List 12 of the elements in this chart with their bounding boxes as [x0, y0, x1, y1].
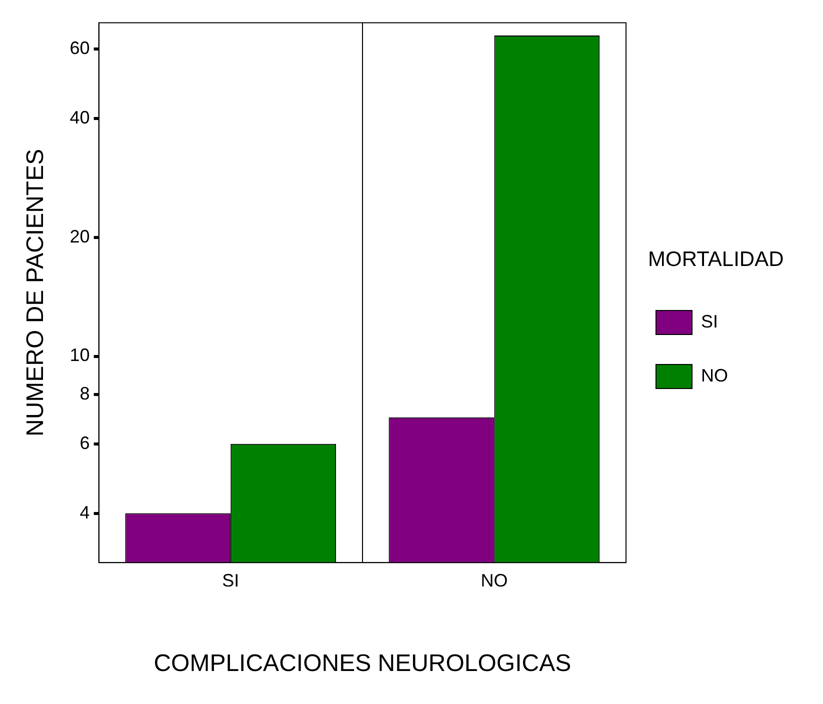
- legend-title: MORTALIDAD: [648, 248, 784, 271]
- y-axis-title: NUMERO DE PACIENTES: [22, 148, 50, 436]
- legend-label: NO: [701, 365, 728, 386]
- y-tick-label: 8: [80, 383, 90, 404]
- y-tick-label: 4: [80, 502, 90, 522]
- legend-label: SI: [701, 311, 718, 332]
- y-tick-label: 40: [70, 108, 90, 128]
- x-axis-title: COMPLICACIONES NEUROLOGICAS: [154, 650, 572, 678]
- y-tick-label: 10: [70, 345, 90, 366]
- y-tick-label: 60: [70, 38, 90, 58]
- y-tick-label: 20: [70, 226, 90, 246]
- y-tick-label: 6: [80, 432, 90, 453]
